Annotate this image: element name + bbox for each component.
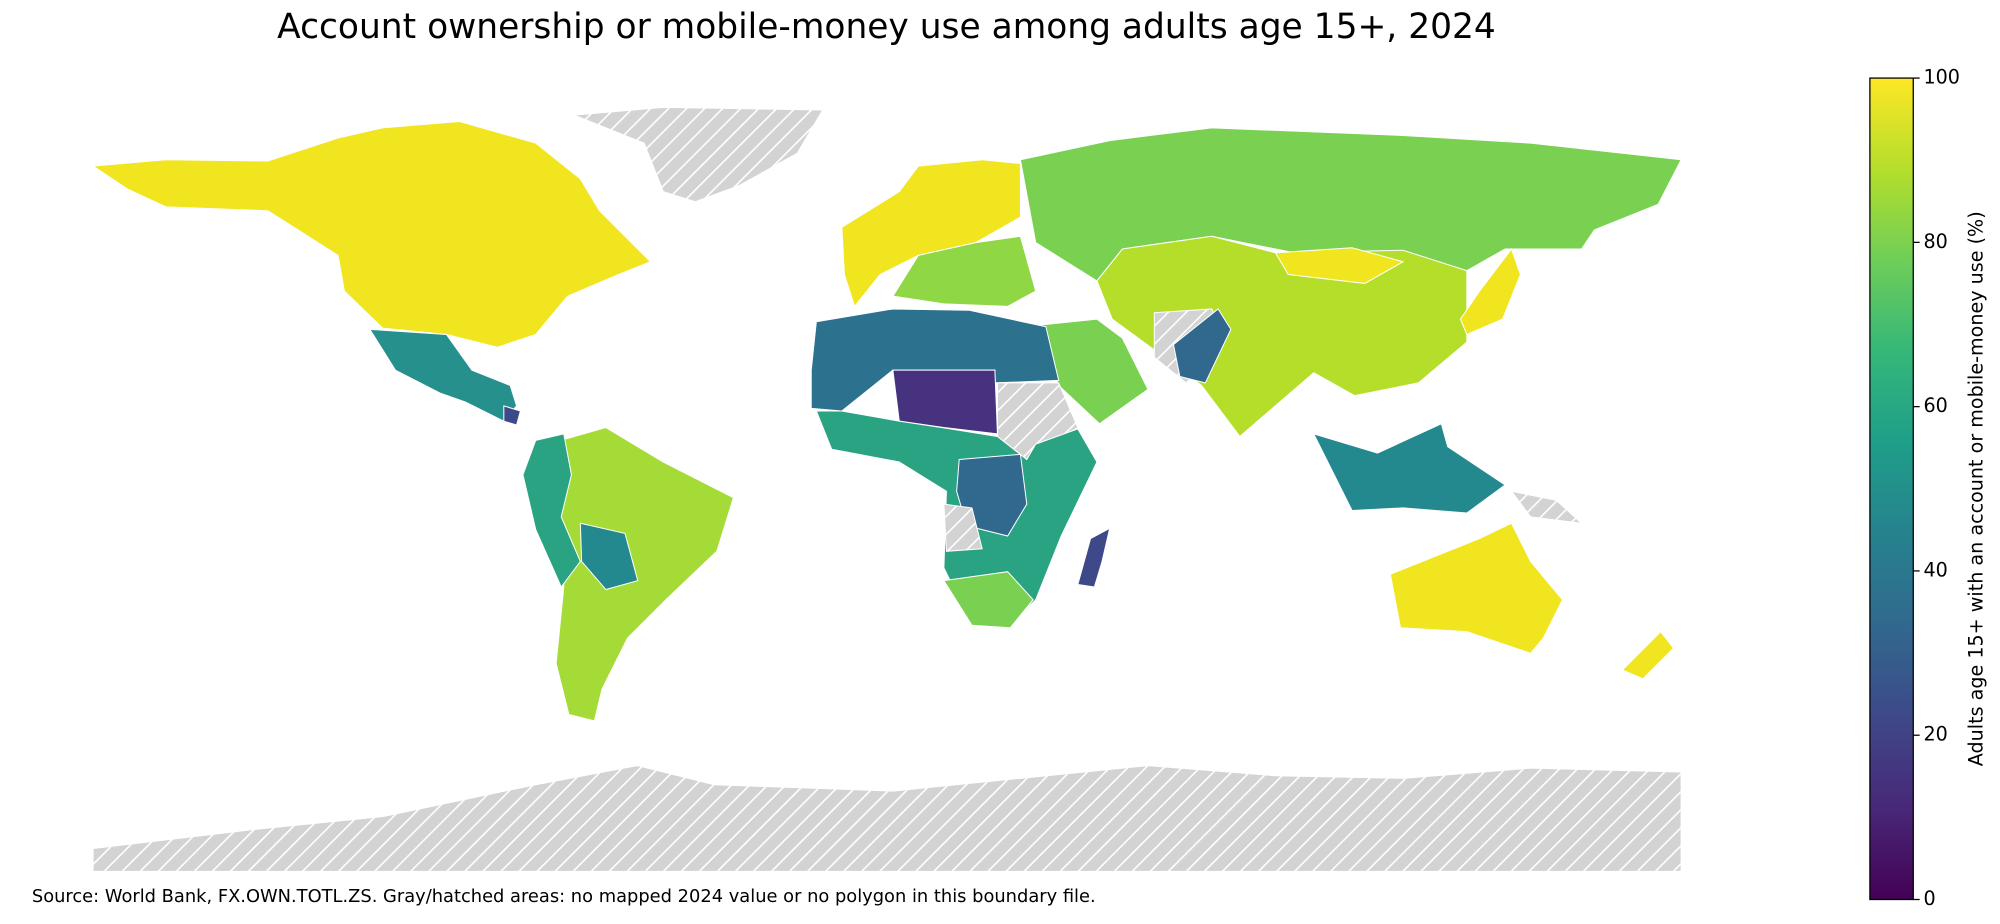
chart-title: Account ownership or mobile-money use am… xyxy=(277,7,1496,47)
country-region xyxy=(841,159,1021,308)
source-note: Source: World Bank, FX.OWN.TOTL.ZS. Gray… xyxy=(32,886,1096,907)
no-data-region xyxy=(573,106,824,203)
colorbar: 0 20 40 60 80 100 xyxy=(1869,66,1960,910)
country-region xyxy=(579,522,639,591)
colorbar-tick-label: 100 xyxy=(1923,66,1960,89)
country-region xyxy=(1077,527,1111,588)
country-region xyxy=(892,235,1037,307)
country-region xyxy=(503,405,522,426)
colorbar-tick-label: 60 xyxy=(1923,394,1947,417)
no-data-region xyxy=(943,503,983,552)
no-data-region xyxy=(1510,490,1584,524)
country-region xyxy=(1172,308,1232,384)
country-region xyxy=(91,120,652,348)
country-region xyxy=(1389,522,1564,654)
country-region xyxy=(1621,630,1675,680)
country-region xyxy=(1096,235,1468,438)
colorbar-tick-label: 20 xyxy=(1923,723,1947,746)
colorbar-tick-label: 0 xyxy=(1923,887,1935,910)
colorbar-tick-label: 80 xyxy=(1923,230,1947,253)
country-region xyxy=(522,433,581,589)
world-map xyxy=(91,106,1682,872)
country-region xyxy=(1274,247,1405,284)
colorbar-tick-label: 40 xyxy=(1923,558,1947,581)
country-region xyxy=(892,369,998,435)
country-region xyxy=(555,427,735,722)
country-region xyxy=(1312,423,1506,514)
country-region xyxy=(943,571,1034,629)
colorbar-label: Adults age 15+ with an account or mobile… xyxy=(1965,211,1988,766)
colorbar-scale xyxy=(1869,77,1914,901)
no-data-region xyxy=(92,765,1682,872)
country-region xyxy=(1459,247,1521,336)
